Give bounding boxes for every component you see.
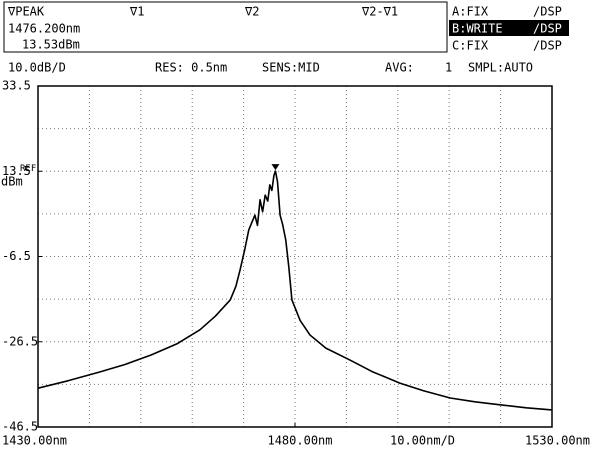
marker-label: ∇2-∇1 xyxy=(361,5,398,19)
peak-level: 13.53dBm xyxy=(22,38,80,52)
trace-mode: A:FIX xyxy=(452,5,489,19)
status-sampling: SMPL:AUTO xyxy=(468,61,533,75)
x-span-label: 10.00nm/D xyxy=(390,434,455,448)
marker-label: ∇2 xyxy=(244,5,259,19)
status-resolution: RES: 0.5nm xyxy=(155,61,227,75)
status-scale: 10.0dB/D xyxy=(8,61,66,75)
marker-label: ∇PEAK xyxy=(7,5,45,19)
spectrum-trace xyxy=(37,170,553,411)
trace-display: /DSP xyxy=(533,22,562,36)
trace-display: /DSP xyxy=(533,5,562,19)
y-tick-label: -6.5 xyxy=(2,249,31,263)
y-unit: dBm xyxy=(1,175,23,189)
y-tick-label: 33.5 xyxy=(2,79,31,93)
status-average: AVG: xyxy=(385,61,414,75)
y-tick-label: -26.5 xyxy=(2,334,38,348)
active-trace-highlight xyxy=(449,20,569,36)
x-tick-label: 1430.00nm xyxy=(2,434,67,448)
x-tick-label: 1530.00nm xyxy=(525,434,590,448)
marker-label: ∇1 xyxy=(129,5,144,19)
status-sensitivity: SENS:MID xyxy=(262,61,320,75)
peak-wavelength: 1476.200nm xyxy=(8,22,80,36)
y-tick-label: 13.5 xyxy=(2,164,31,178)
peak-marker xyxy=(271,164,280,171)
status-average-count: 1 xyxy=(445,61,452,75)
y-tick-label: -46.5 xyxy=(2,420,38,434)
marker-box xyxy=(3,1,448,53)
trace-mode: B:WRITE xyxy=(452,22,503,36)
ref-label: REF xyxy=(20,164,36,174)
trace-display: /DSP xyxy=(533,39,562,53)
graticule xyxy=(38,86,552,427)
x-tick-label: 1480.00nm xyxy=(267,434,332,448)
trace-mode: C:FIX xyxy=(452,39,489,53)
